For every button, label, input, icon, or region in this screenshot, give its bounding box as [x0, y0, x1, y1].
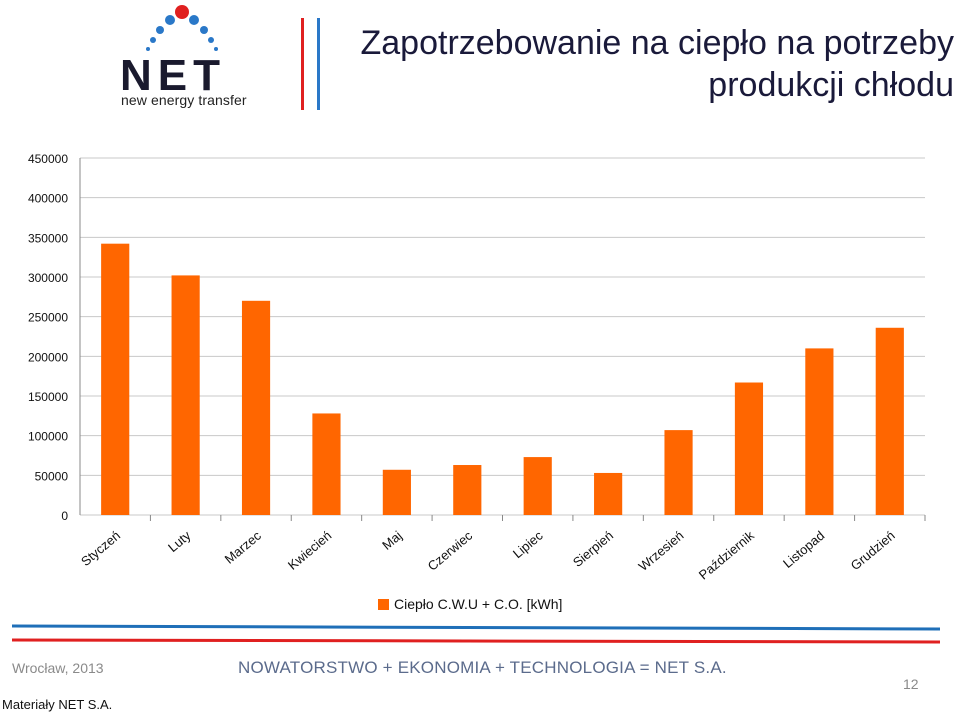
accent-line-red [301, 18, 304, 110]
x-tick-label: Marzec [222, 527, 265, 566]
logo-dot [214, 47, 218, 51]
logo-dot [175, 5, 189, 19]
bar-chart: 0 50000 100000 150000 200000 250000 300000 3500… [28, 152, 926, 582]
logo-dot [165, 15, 175, 25]
y-tick-label: 350000 [28, 231, 68, 245]
bar-styczeń [101, 243, 130, 515]
x-tick-label: Wrzesień [635, 528, 686, 574]
logo-dot [208, 37, 214, 43]
chart-legend: Ciepło C.W.U + C.O. [kWh] [378, 596, 562, 612]
y-tick-label: 0 [61, 509, 68, 523]
logo-dot [200, 26, 208, 34]
x-tick-label: Styczeń [78, 528, 123, 569]
y-tick-label: 300000 [28, 271, 68, 285]
bar-czerwiec [453, 465, 482, 515]
y-tick-label: 400000 [28, 192, 68, 206]
bar-marzec [241, 300, 271, 515]
slide-title: Zapotrzebowanie na ciepło na potrzeby pr… [314, 22, 955, 106]
title-line-2: produkcji chłodu [708, 66, 954, 104]
bar-listopad [805, 348, 834, 515]
footer-location: Wrocław, 2013 [12, 660, 104, 676]
x-tick-label: Październik [696, 527, 758, 582]
x-tick-label: Czerwiec [425, 527, 476, 573]
y-tick-label: 50000 [35, 469, 69, 483]
logo-tagline: new energy transfer [121, 92, 247, 108]
page-number: 12 [903, 676, 919, 692]
footer-lines [12, 624, 940, 644]
y-tick-label: 200000 [28, 350, 68, 364]
bar-maj [382, 469, 411, 515]
legend-label: Ciepło C.W.U + C.O. [kWh] [394, 596, 563, 612]
y-tick-label: 150000 [28, 390, 68, 404]
y-tick-label: 450000 [28, 152, 68, 166]
bar-kwiecień [312, 413, 341, 515]
x-tick-label: Grudzień [848, 528, 898, 573]
bar-wrzesień [664, 430, 693, 515]
x-tick-label: Lipiec [510, 527, 546, 561]
x-tick-label: Maj [379, 528, 405, 553]
footer-slogan: NOWATORSTWO + EKONOMIA + TECHNOLOGIA = N… [238, 658, 727, 677]
logo-dot [146, 47, 150, 51]
y-tick-label: 100000 [28, 430, 68, 444]
logo-dot [150, 37, 156, 43]
logo-dot [156, 26, 164, 34]
footer-line-blue [12, 624, 940, 631]
x-tick-label: Sierpień [570, 528, 616, 570]
x-tick-label: Kwiecień [285, 528, 335, 573]
x-tick-label: Luty [165, 527, 194, 555]
footer-materials: Materiały NET S.A. [2, 697, 113, 712]
bar-lipiec [523, 457, 552, 515]
bar-luty [171, 275, 200, 515]
legend-swatch [378, 598, 389, 610]
logo-dot [189, 15, 199, 25]
bar-grudzień [875, 327, 904, 515]
x-tick-label: Listopad [780, 528, 827, 571]
footer-line-red [12, 638, 940, 644]
title-line-1: Zapotrzebowanie na ciepło na potrzeby [360, 24, 955, 62]
net-logo: NET [110, 0, 260, 112]
bar-sierpień [594, 472, 623, 515]
y-tick-label: 250000 [28, 311, 68, 325]
logo-graphic: NET [120, 5, 226, 100]
accent-line-blue [317, 18, 320, 110]
bar-październik [734, 382, 764, 515]
logo-wordmark: NET [120, 51, 226, 100]
